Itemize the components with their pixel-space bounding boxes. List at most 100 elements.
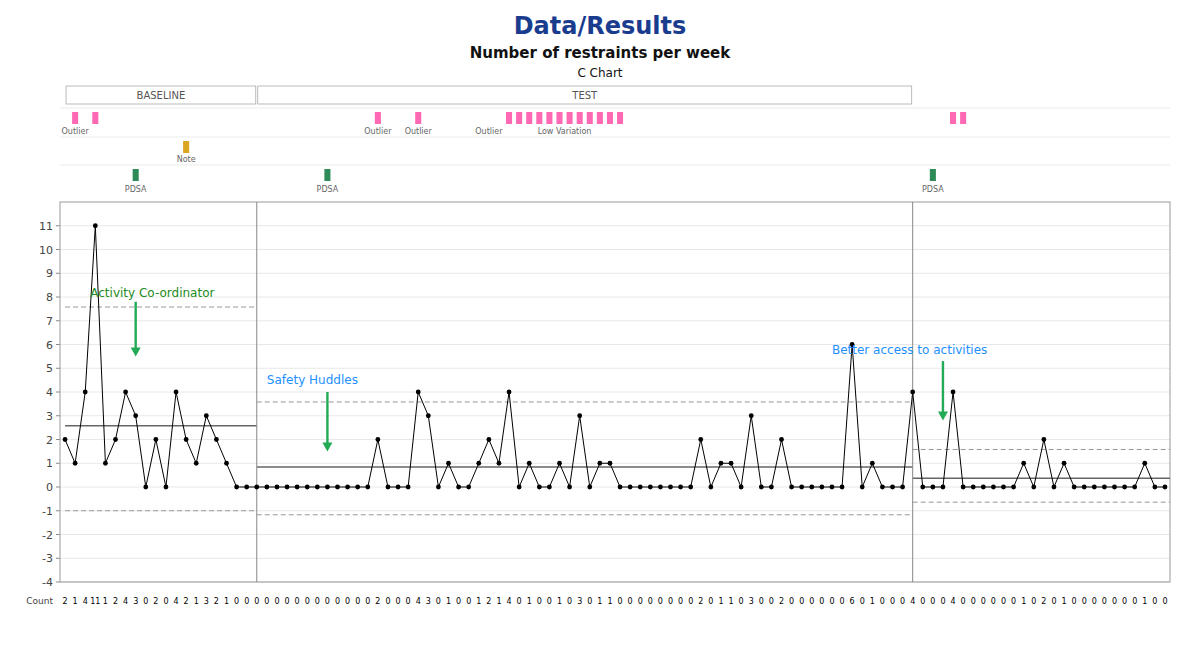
annotation-arrow: [326, 392, 328, 444]
data-point: [436, 485, 441, 490]
data-point: [961, 485, 966, 490]
tick-mark: [56, 344, 60, 345]
data-label: 2: [779, 597, 784, 606]
phase-box: [258, 86, 912, 104]
grid-line: [60, 558, 1170, 559]
grid-line: [60, 368, 1170, 369]
data-label: 3: [204, 597, 209, 606]
data-label: 0: [587, 597, 592, 606]
y-axis: -4-3-2-101234567891011: [39, 220, 1170, 589]
data-point: [799, 485, 804, 490]
tick-mark: [56, 415, 60, 416]
tick-mark: [56, 249, 60, 250]
outlier-label: Outlier: [364, 127, 392, 136]
data-point: [991, 485, 996, 490]
outlier-square: [607, 112, 613, 124]
data-point: [73, 461, 78, 466]
data-label: 3: [577, 597, 582, 606]
data-label: 0: [335, 597, 340, 606]
data-label: 0: [365, 597, 370, 606]
annotation-text: Safety Huddles: [267, 373, 358, 387]
data-label: 0: [395, 597, 400, 606]
data-point: [739, 485, 744, 490]
grid-line: [60, 534, 1170, 535]
data-label: 0: [1011, 597, 1016, 606]
data-label: 1: [496, 597, 501, 606]
data-label: 0: [274, 597, 279, 606]
annotation-text: Activity Co-ordinator: [90, 286, 214, 300]
data-point: [779, 437, 784, 442]
data-point: [63, 437, 68, 442]
tick-mark: [56, 582, 60, 583]
data-point: [638, 485, 643, 490]
tick-mark: [56, 320, 60, 321]
data-point: [1041, 437, 1046, 442]
data-point: [517, 485, 522, 490]
data-point: [819, 485, 824, 490]
outlier-square: [92, 112, 98, 124]
data-point: [224, 461, 229, 466]
data-point: [1052, 485, 1057, 490]
data-label: 0: [1152, 597, 1157, 606]
data-point: [113, 437, 118, 442]
tick-mark: [56, 297, 60, 298]
data-label: 2: [698, 597, 703, 606]
data-label: 3: [426, 597, 431, 606]
note-square: [183, 141, 189, 153]
data-label: 0: [809, 597, 814, 606]
subtitle: Number of restraints per week: [470, 44, 732, 62]
data-label: 1: [446, 597, 451, 606]
data-label: 0: [1051, 597, 1056, 606]
tick-mark: [56, 368, 60, 369]
data-point: [416, 390, 421, 395]
outlier-label: Outlier: [62, 127, 90, 136]
tick-mark: [56, 439, 60, 440]
data-point: [204, 413, 209, 418]
phase-boundary: [256, 202, 257, 582]
data-label: 4: [83, 597, 88, 606]
data-line: [65, 226, 1165, 487]
data-point: [1092, 485, 1097, 490]
header-strip: BASELINETESTOutlierOutlierOutlierLow Var…: [60, 86, 1170, 194]
data-label: 2: [486, 597, 491, 606]
data-label: 1: [103, 597, 108, 606]
data-label: 0: [385, 597, 390, 606]
data-point: [618, 485, 623, 490]
data-label: 0: [1112, 597, 1117, 606]
data-label: 0: [234, 597, 239, 606]
outlier-label: Outlier: [405, 127, 433, 136]
tick-label: 0: [46, 481, 53, 494]
annotation-text: Better access to activities: [832, 343, 987, 357]
tick-label: -3: [42, 552, 53, 565]
data-label: 0: [860, 597, 865, 606]
outlier-square: [536, 112, 542, 124]
data-label: 0: [456, 597, 461, 606]
data-point: [870, 461, 875, 466]
data-label: 0: [537, 597, 542, 606]
data-label: 2: [214, 597, 219, 606]
data-point: [174, 390, 179, 395]
data-point: [719, 461, 724, 466]
data-point: [375, 437, 380, 442]
data-label: 1: [476, 597, 481, 606]
data-point: [244, 485, 249, 490]
data-point: [830, 485, 835, 490]
grid-line: [60, 297, 1170, 298]
data-point: [587, 485, 592, 490]
annotation-arrow: [134, 302, 136, 350]
data-point: [749, 413, 754, 418]
lcl-line: [65, 510, 257, 511]
data-point: [1082, 485, 1087, 490]
outlier-square: [960, 112, 966, 124]
mean-line: [913, 477, 1170, 479]
data-point: [920, 485, 925, 490]
data-point: [264, 485, 269, 490]
annotation-arrowhead: [322, 442, 332, 451]
grid-line: [60, 510, 1170, 511]
data-label: 1: [597, 597, 602, 606]
data-label: 0: [991, 597, 996, 606]
data-point: [941, 485, 946, 490]
tick-mark: [56, 487, 60, 488]
data-label: 0: [547, 597, 552, 606]
data-point: [406, 485, 411, 490]
